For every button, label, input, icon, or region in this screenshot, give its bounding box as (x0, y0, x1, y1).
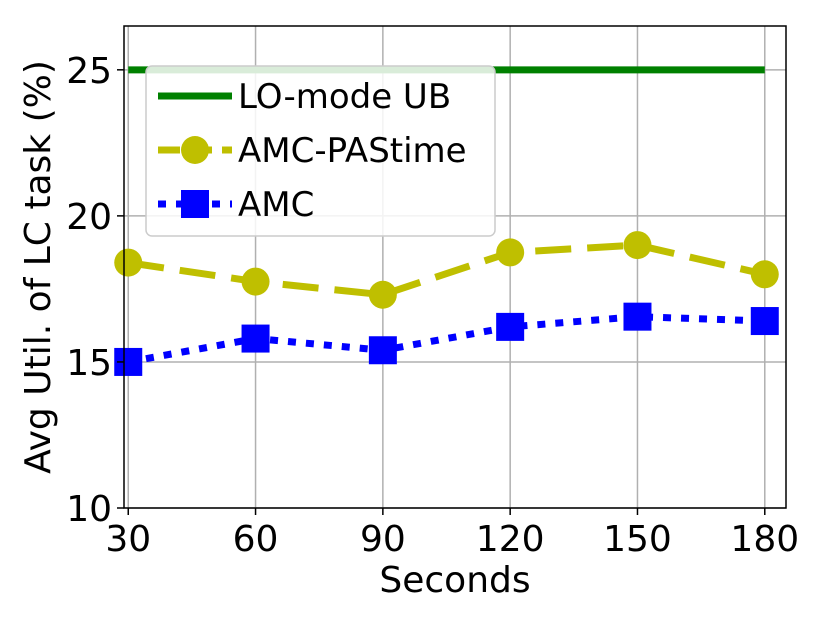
legend-label: AMC-PAStime (238, 131, 467, 171)
y-tick-label: 25 (66, 51, 112, 92)
series-amc (114, 302, 779, 376)
data-point (750, 260, 779, 289)
data-point (368, 336, 397, 365)
data-point (368, 280, 397, 309)
data-point (623, 302, 652, 331)
x-tick-label: 60 (233, 519, 279, 560)
legend-box (145, 65, 496, 237)
y-tick-label: 10 (66, 489, 112, 530)
data-point (623, 231, 652, 260)
x-tick-label: 30 (105, 519, 151, 560)
series-line (127, 241, 766, 299)
y-tick-label: 15 (66, 343, 112, 384)
x-tick-label: 180 (730, 519, 799, 560)
legend-marker (181, 190, 209, 218)
legend-label: AMC (238, 185, 314, 225)
x-axis-label: Seconds (379, 560, 530, 601)
data-point (114, 248, 143, 277)
y-tick-label: 20 (66, 197, 112, 238)
legend: LO-mode UB AMC-PAStime AMC (145, 65, 496, 237)
data-point (241, 267, 270, 296)
data-point (496, 312, 525, 341)
y-axis-label: Avg Util. of LC task (%) (18, 60, 59, 474)
y-tick-labels: 10 15 20 25 (66, 51, 124, 530)
data-point (496, 238, 525, 267)
x-tick-label: 120 (476, 519, 545, 560)
series-amc-pastime (114, 231, 779, 309)
series-line (127, 313, 765, 366)
data-point (750, 307, 779, 336)
plot-frame (123, 25, 787, 509)
data-point (241, 324, 270, 353)
x-tick-label: 90 (360, 519, 406, 560)
legend-marker (181, 136, 209, 164)
x-tick-label: 150 (603, 519, 672, 560)
legend-label: LO-mode UB (238, 77, 451, 117)
x-tick-labels: 30 60 90 120 150 180 (105, 508, 799, 560)
